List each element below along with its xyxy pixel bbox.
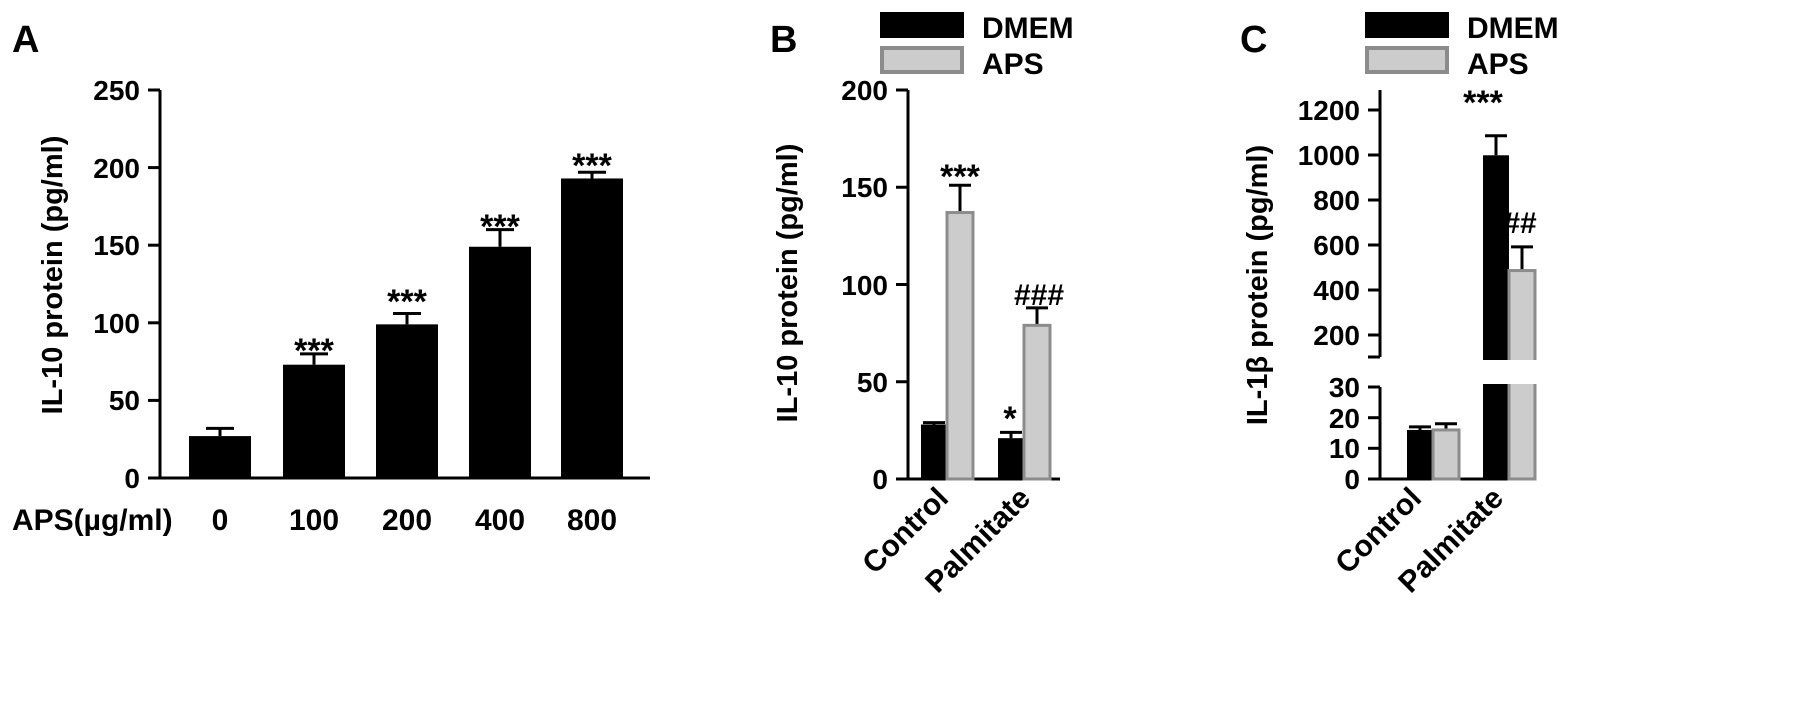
legend-swatch-aps — [880, 46, 964, 74]
panel-c-label: C — [1240, 19, 1267, 61]
panel-b-ytick-label: 50 — [857, 367, 888, 398]
legend-label-aps: APS — [1467, 48, 1529, 81]
bar — [376, 324, 438, 478]
legend-swatch-dmem — [880, 12, 964, 38]
bar — [561, 178, 623, 479]
legend-label-dmem: DMEM — [1467, 12, 1559, 45]
bar-dmem — [1483, 155, 1509, 480]
panel-c: C DMEM APS IL-1β protein (pg/ml) 200 400… — [1240, 12, 1559, 599]
panel-c-ytick-label: 20 — [1329, 403, 1360, 434]
panel-b-ytick-label: 100 — [841, 270, 888, 301]
panel-c-bars — [1407, 134, 1537, 481]
panel-a-ytick-label: 150 — [93, 230, 140, 261]
panel-b-ytick-label: 200 — [841, 75, 888, 106]
panel-a-xtick-label: 400 — [475, 504, 525, 537]
panel-b-ylabel: IL-10 protein (pg/ml) — [772, 144, 804, 423]
bar-group — [1431, 422, 1461, 481]
significance-label: *** — [294, 332, 334, 370]
bar-group — [189, 426, 251, 478]
bar-aps — [1431, 428, 1461, 481]
panel-a-bars — [189, 170, 623, 479]
panel-c-axis-break-gap — [1470, 360, 1540, 384]
panel-c-ylabel: IL-1β protein (pg/ml) — [1242, 145, 1274, 425]
bar-dmem — [1407, 429, 1433, 479]
panel-b-ytick-label: 150 — [841, 172, 888, 203]
bar-aps — [1022, 323, 1052, 481]
bar — [189, 436, 251, 478]
bar-group — [469, 228, 531, 478]
significance-label: ### — [1014, 279, 1064, 312]
bar-aps — [945, 211, 975, 481]
panel-c-ytick-label: 200 — [1313, 320, 1360, 351]
panel-a-xtick-label: 800 — [567, 504, 617, 537]
panel-a-xtick-label: 100 — [289, 504, 339, 537]
bar-group — [921, 421, 947, 479]
significance-label: *** — [940, 158, 980, 196]
bar — [283, 364, 345, 478]
panel-b-ytick-marks — [896, 88, 908, 481]
significance-label: *** — [387, 283, 427, 321]
panel-a-ytick-label: 50 — [109, 385, 140, 416]
panel-a-xlabel: APS(µg/ml) — [12, 504, 173, 537]
panel-a-ytick-label: 200 — [93, 153, 140, 184]
bar-group — [283, 352, 345, 478]
significance-label: *** — [572, 147, 612, 185]
panel-b-legend: DMEM APS — [880, 12, 1074, 81]
significance-label: *** — [480, 208, 520, 246]
bar-group — [376, 311, 438, 478]
panel-a-ytick-marks — [148, 88, 160, 480]
panel-b-label: B — [770, 19, 797, 61]
bar-dmem — [998, 438, 1024, 479]
bar-group — [945, 183, 975, 481]
panel-b: B DMEM APS IL-10 protein (pg/ml) 0 50 10… — [770, 12, 1074, 599]
bar-group — [1022, 306, 1052, 481]
bar-group — [998, 430, 1024, 479]
bar — [469, 246, 531, 478]
significance-label: * — [1003, 400, 1017, 438]
significance-label: ## — [1503, 207, 1537, 240]
panel-c-ytick-label: 10 — [1329, 433, 1360, 464]
panel-a-ylabel: IL-10 protein (pg/ml) — [37, 136, 69, 415]
bar-group — [561, 170, 623, 479]
panel-c-legend: DMEM APS — [1365, 12, 1559, 81]
legend-label-dmem: DMEM — [982, 12, 1074, 45]
panel-a-xtick-label: 0 — [212, 504, 229, 537]
panel-c-ytick-label: 400 — [1313, 275, 1360, 306]
panel-a-ytick-label: 0 — [124, 463, 140, 494]
panel-b-bars — [921, 183, 1052, 481]
panel-a-xtick-label: 200 — [382, 504, 432, 537]
panel-c-ytick-label: 1000 — [1298, 140, 1360, 171]
panel-c-ytick-label: 800 — [1313, 185, 1360, 216]
panel-a-label: A — [12, 19, 39, 61]
legend-label-aps: APS — [982, 48, 1044, 81]
panel-c-ytick-label: 30 — [1329, 372, 1360, 403]
legend-swatch-dmem — [1365, 12, 1449, 38]
bar-group — [1407, 425, 1433, 479]
significance-label: *** — [1463, 84, 1503, 122]
panel-a-ytick-label: 250 — [93, 75, 140, 106]
bar-dmem — [921, 424, 947, 479]
panel-c-ytick-marks-lower — [1368, 385, 1380, 481]
panel-c-ytick-label: 1200 — [1298, 95, 1360, 126]
panel-c-ytick-marks-upper — [1368, 108, 1380, 337]
bar-group — [1483, 134, 1509, 480]
panel-c-ytick-label: 0 — [1344, 464, 1360, 495]
panel-a-ytick-label: 100 — [93, 308, 140, 339]
panel-c-ytick-label: 600 — [1313, 230, 1360, 261]
legend-swatch-aps — [1365, 46, 1449, 74]
panel-a: A IL-10 protein (pg/ml) 0 50 100 150 200… — [12, 19, 650, 537]
panel-b-ytick-label: 0 — [872, 464, 888, 495]
